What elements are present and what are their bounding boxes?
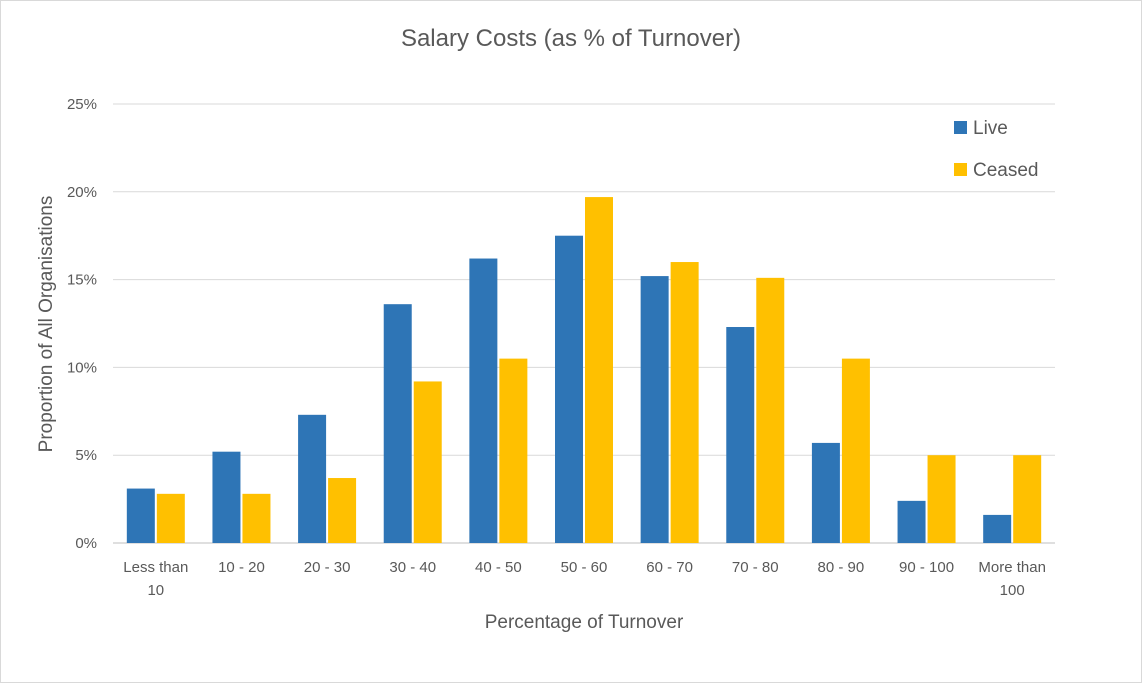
x-tick-label: 20 - 30 xyxy=(304,559,351,576)
bar-live-1 xyxy=(212,451,241,543)
y-tick-labels: 0% 5% 10% 15% 20% 25% xyxy=(67,96,97,552)
bar-ceased-4 xyxy=(499,358,528,543)
y-tick-label: 20% xyxy=(67,184,97,201)
bar-live-6 xyxy=(640,276,669,543)
bar-live-2 xyxy=(298,414,327,543)
legend-swatch-live xyxy=(954,121,967,134)
x-tick-label: 30 - 40 xyxy=(389,559,436,576)
y-tick-label: 25% xyxy=(67,96,97,113)
legend-swatch-ceased xyxy=(954,163,967,176)
bar-live-10 xyxy=(983,514,1012,543)
bar-live-4 xyxy=(469,258,498,543)
bar-ceased-5 xyxy=(585,197,613,543)
y-tick-label: 0% xyxy=(75,535,97,552)
bar-ceased-10 xyxy=(1013,455,1042,543)
bar-live-3 xyxy=(383,304,412,543)
gridlines xyxy=(113,103,1055,544)
bar-live-5 xyxy=(555,235,583,543)
bar-ceased-0 xyxy=(156,493,185,543)
x-tick-label: 10 - 20 xyxy=(218,559,265,576)
x-tick-label: More than 100 xyxy=(978,559,1046,599)
y-tick-label: 5% xyxy=(75,447,97,464)
legend-label-ceased: Ceased xyxy=(973,160,1039,181)
x-axis-title: Percentage of Turnover xyxy=(485,612,684,633)
y-tick-label: 15% xyxy=(67,272,97,289)
bar-live-8 xyxy=(811,442,840,543)
x-tick-label: 90 - 100 xyxy=(899,559,954,576)
bars xyxy=(126,197,1042,543)
bar-live-7 xyxy=(726,327,755,543)
bar-ceased-1 xyxy=(242,493,271,543)
bar-ceased-7 xyxy=(756,277,785,543)
x-tick-label: Less than 10 xyxy=(123,559,188,599)
x-tick-label: 80 - 90 xyxy=(818,559,865,576)
bar-ceased-2 xyxy=(328,478,357,543)
x-tick-label: 60 - 70 xyxy=(646,559,693,576)
x-tick-label: 70 - 80 xyxy=(732,559,779,576)
y-axis-title: Proportion of All Organisations xyxy=(36,196,57,453)
x-tick-label: 40 - 50 xyxy=(475,559,522,576)
x-tick-label: 50 - 60 xyxy=(561,559,608,576)
legend: Live Ceased xyxy=(954,118,1039,181)
bar-ceased-6 xyxy=(670,262,699,543)
bar-ceased-8 xyxy=(841,358,870,543)
legend-label-live: Live xyxy=(973,118,1008,139)
x-tick-labels: Less than 10 10 - 20 20 - 30 30 - 40 40 - 50 5… xyxy=(123,559,1046,599)
bar-ceased-9 xyxy=(927,455,956,543)
y-tick-label: 10% xyxy=(67,359,97,376)
bar-ceased-3 xyxy=(413,381,442,543)
bar-live-9 xyxy=(897,500,926,543)
bar-live-0 xyxy=(126,488,155,543)
chart-title: Salary Costs (as % of Turnover) xyxy=(401,25,741,52)
